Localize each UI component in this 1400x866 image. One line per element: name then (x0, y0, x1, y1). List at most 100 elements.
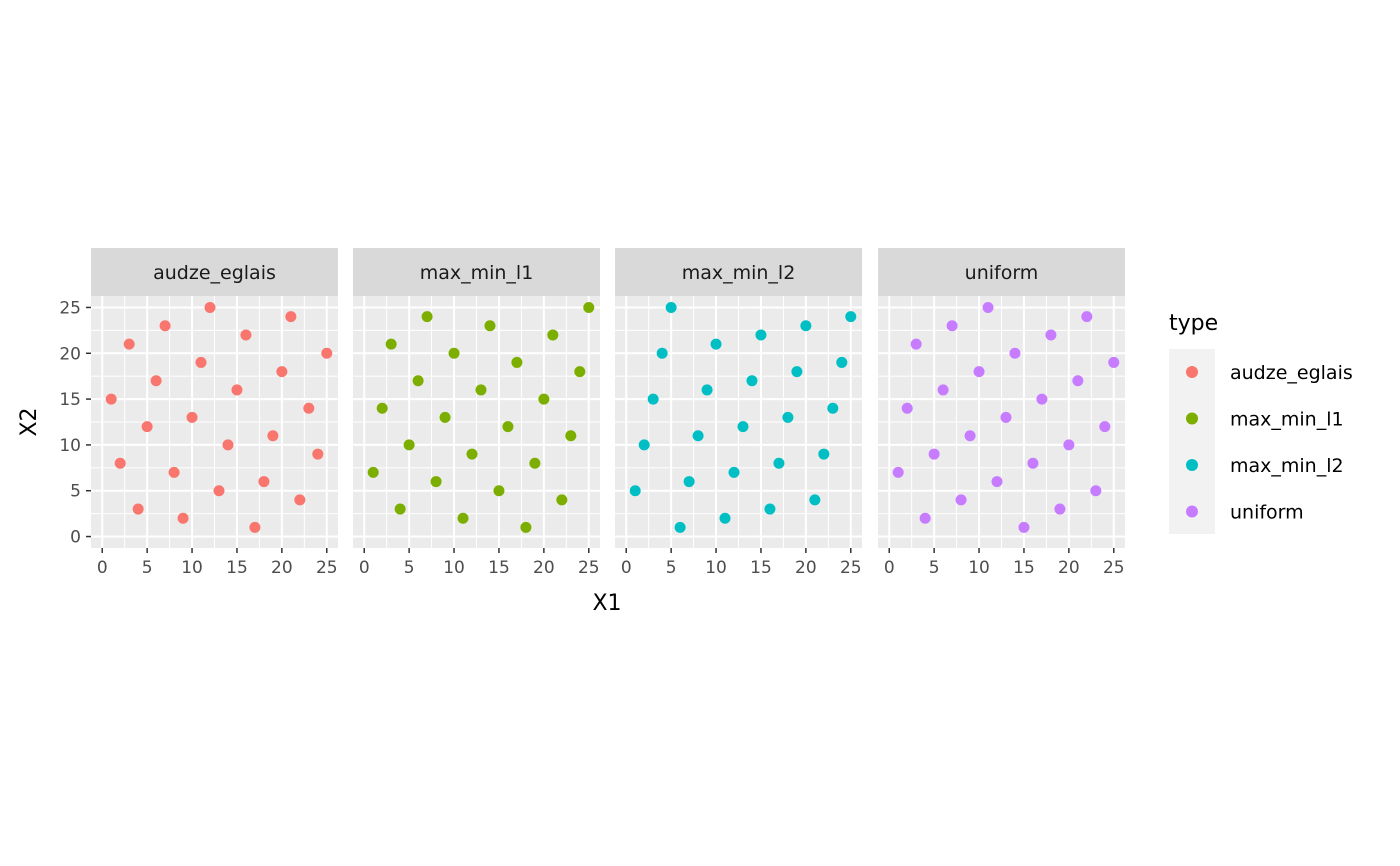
data-point (231, 384, 243, 396)
data-point (692, 430, 704, 442)
x-tick-label: 25 (578, 558, 600, 578)
data-point (1081, 311, 1093, 323)
x-tick-label: 10 (705, 558, 727, 578)
data-point (674, 521, 686, 533)
x-tick-label: 0 (621, 558, 632, 578)
data-point (818, 448, 830, 460)
data-point (946, 320, 958, 332)
legend-key-max_min_l1 (1186, 412, 1198, 425)
data-point (827, 402, 839, 414)
data-point (710, 338, 722, 350)
data-point (303, 402, 315, 414)
data-point (430, 476, 442, 488)
x-tick-label: 10 (443, 558, 465, 578)
data-point (403, 439, 415, 451)
data-point (294, 494, 306, 506)
data-point (457, 512, 469, 524)
data-point (638, 439, 650, 451)
data-point (656, 347, 668, 359)
x-tick-label: 10 (181, 558, 203, 578)
x-tick-label: 5 (666, 558, 677, 578)
data-point (583, 301, 595, 313)
data-point (809, 494, 821, 506)
x-tick-label: 5 (404, 558, 415, 578)
x-tick-label: 5 (142, 558, 153, 578)
data-point (105, 393, 117, 405)
data-point (502, 421, 514, 433)
data-point (665, 301, 677, 313)
data-point (973, 366, 985, 378)
facet-strip-uniform (878, 248, 1125, 296)
data-point (249, 521, 261, 533)
data-point (267, 430, 279, 442)
data-point (222, 439, 234, 451)
x-tick-label: 15 (226, 558, 248, 578)
data-point (565, 430, 577, 442)
data-point (240, 329, 252, 341)
data-point (538, 393, 550, 405)
data-point (764, 503, 776, 515)
data-point (547, 329, 559, 341)
data-point (928, 448, 940, 460)
data-point (746, 375, 758, 387)
data-point (186, 411, 198, 423)
data-point (114, 457, 126, 469)
legend-key-background (1169, 349, 1215, 534)
data-point (755, 329, 767, 341)
data-point (773, 457, 785, 469)
data-point (150, 375, 162, 387)
data-point (892, 466, 904, 478)
data-point (629, 485, 641, 497)
data-point (800, 320, 812, 332)
y-tick-label: 15 (59, 390, 81, 410)
data-point (919, 512, 931, 524)
legend-key-uniform (1186, 505, 1198, 518)
x-tick-label: 0 (884, 558, 895, 578)
data-point (520, 521, 532, 533)
legend-label: max_min_l2 (1230, 455, 1344, 477)
x-axis-title: X1 (592, 591, 621, 616)
data-point (791, 366, 803, 378)
data-point (1045, 329, 1057, 341)
x-tick-label: 20 (533, 558, 555, 578)
x-tick-label: 5 (929, 558, 940, 578)
data-point (845, 311, 857, 323)
x-tick-label: 15 (488, 558, 510, 578)
legend-key-max_min_l2 (1186, 459, 1198, 471)
data-point (991, 476, 1003, 488)
data-point (937, 384, 949, 396)
facet-strip-max_min_l1 (353, 248, 600, 296)
legend-label: audze_eglais (1230, 362, 1353, 384)
data-point (1000, 411, 1012, 423)
data-point (367, 466, 379, 478)
data-point (394, 503, 406, 515)
x-tick-label: 25 (840, 558, 862, 578)
data-point (132, 503, 144, 515)
data-point (1072, 375, 1084, 387)
data-point (484, 320, 496, 332)
data-point (556, 494, 568, 506)
data-point (213, 485, 225, 497)
data-point (701, 384, 713, 396)
data-point (258, 476, 270, 488)
data-point (204, 301, 216, 313)
x-tick-label: 25 (316, 558, 338, 578)
x-tick-label: 0 (97, 558, 108, 578)
data-point (493, 485, 505, 497)
facet-strip-audze_eglais (91, 248, 338, 296)
facet-strip-label: audze_eglais (153, 262, 276, 284)
y-tick-label: 25 (59, 298, 81, 318)
data-point (285, 311, 297, 323)
data-point (719, 512, 731, 524)
x-tick-label: 20 (271, 558, 293, 578)
data-point (574, 366, 586, 378)
x-tick-label: 0 (359, 558, 370, 578)
data-point (1027, 457, 1039, 469)
data-point (177, 512, 189, 524)
x-tick-label: 15 (750, 558, 772, 578)
data-point (683, 476, 695, 488)
data-point (1090, 485, 1102, 497)
legend-label: uniform (1230, 502, 1304, 524)
data-point (123, 338, 135, 350)
